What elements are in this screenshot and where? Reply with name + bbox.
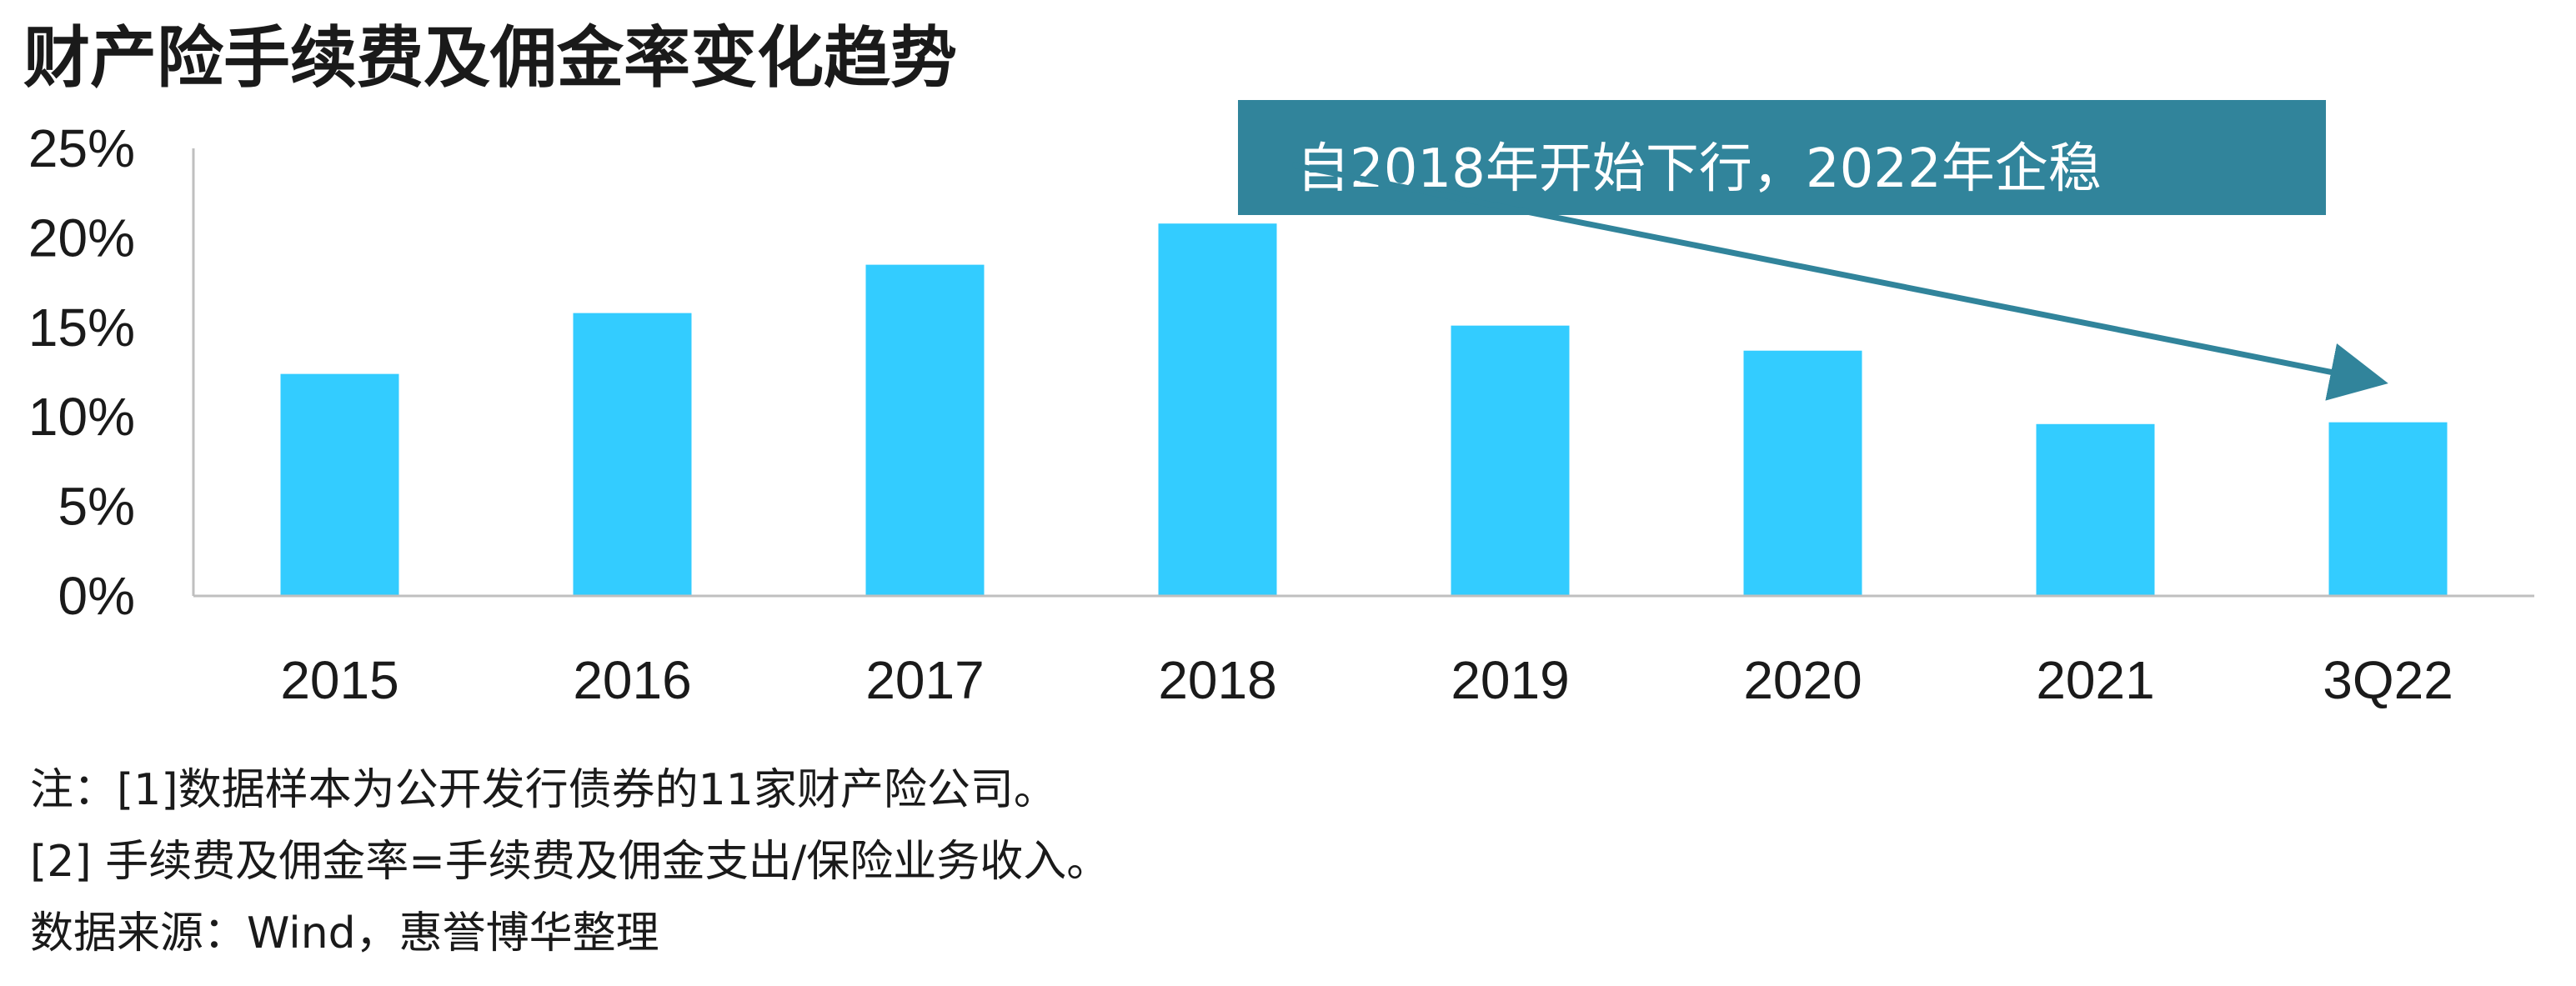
annotation-box — [1238, 100, 2326, 215]
note-1: 注：[1]数据样本为公开发行债券的11家财产险公司。 — [30, 765, 1057, 815]
bar-chart: 0% 5% 10% 15% 20% 25% 2015 2016 2017 2018 2019 202… — [28, 100, 2534, 710]
y-tick-label: 20% — [28, 208, 135, 268]
note-2: [2] 手续费及佣金率=手续费及佣金支出/保险业务收入。 — [30, 837, 1110, 887]
data-source: 数据来源：Wind，惠誉博华整理 — [30, 908, 659, 958]
bar-3Q22 — [2328, 422, 2448, 596]
x-tick-label: 2015 — [280, 650, 398, 710]
x-tick-label: 2021 — [2036, 650, 2154, 710]
bars-group — [280, 223, 2448, 596]
x-tick-label: 2016 — [573, 650, 691, 710]
y-tick-label: 10% — [28, 387, 135, 447]
bar-2019 — [1451, 325, 1570, 596]
bar-2021 — [2036, 423, 2155, 596]
y-tick-label: 0% — [58, 566, 136, 626]
y-tick-label: 15% — [28, 298, 135, 358]
bar-2018 — [1158, 223, 1277, 596]
y-tick-label: 5% — [58, 477, 136, 537]
x-tick-label: 3Q22 — [2323, 650, 2453, 710]
bar-2015 — [280, 373, 399, 596]
chart-title: 财产险手续费及佣金率变化趋势 — [23, 19, 957, 97]
x-tick-label: 2019 — [1451, 650, 1569, 710]
y-tick-label: 25% — [28, 118, 135, 178]
x-tick-label: 2020 — [1743, 650, 1862, 710]
x-tick-label: 2018 — [1158, 650, 1276, 710]
x-axis-ticks: 2015 2016 2017 2018 2019 2020 2021 3Q22 — [280, 650, 2453, 710]
bar-2016 — [573, 313, 692, 596]
annotation: 自2018年开始下行，2022年企稳 — [1238, 100, 2388, 401]
bar-2017 — [865, 264, 985, 596]
y-axis-ticks: 0% 5% 10% 15% 20% 25% — [28, 118, 135, 626]
x-tick-label: 2017 — [865, 650, 984, 710]
annotation-arrow — [1291, 162, 2388, 401]
notes: 注：[1]数据样本为公开发行债券的11家财产险公司。 [2] 手续费及佣金率=手… — [30, 754, 1110, 969]
bar-2020 — [1743, 350, 1862, 596]
